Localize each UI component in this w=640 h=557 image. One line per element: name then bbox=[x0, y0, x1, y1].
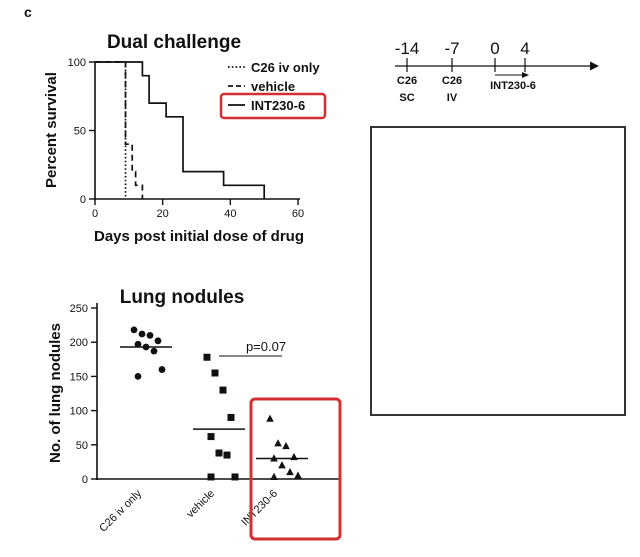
timeline-day-label: 0 bbox=[490, 39, 499, 58]
survival-series-vehicle bbox=[95, 61, 144, 199]
data-point bbox=[154, 337, 162, 345]
legend-label: C26 iv only bbox=[251, 60, 320, 75]
data-point bbox=[270, 454, 278, 462]
survival-x-tick-label: 40 bbox=[224, 208, 236, 220]
timeline-day-label: 4 bbox=[520, 39, 529, 58]
nodules-chart: Lung nodules 0 50 100 150 200 250 No. of lung n… bbox=[47, 287, 342, 541]
timeline-day-label: -7 bbox=[444, 39, 459, 58]
data-point bbox=[223, 451, 231, 459]
survival-x-tick-label: 0 bbox=[92, 208, 98, 220]
survival-y-tick-label: 0 bbox=[80, 194, 86, 206]
survival-y-tick-label: 100 bbox=[68, 57, 86, 69]
int230-highlight-box bbox=[249, 397, 342, 541]
survival-x-label: Days post initial dose of drug bbox=[94, 228, 304, 245]
nodules-y-tick-label: 0 bbox=[82, 474, 88, 486]
nodules-y-label: No. of lung nodules bbox=[47, 323, 64, 463]
timeline-event-label: C26 bbox=[397, 75, 417, 87]
nodules-category-label: C26 iv only bbox=[97, 487, 144, 534]
data-point bbox=[138, 330, 146, 338]
data-point bbox=[134, 373, 142, 380]
data-point bbox=[142, 343, 150, 351]
treatment-arrowhead bbox=[522, 72, 529, 78]
data-point bbox=[207, 473, 215, 481]
data-point bbox=[207, 433, 215, 441]
panel-letter: c bbox=[24, 4, 32, 20]
data-point bbox=[219, 386, 227, 394]
survival-y-tick-label: 50 bbox=[74, 126, 86, 138]
data-point bbox=[278, 461, 286, 469]
data-point bbox=[266, 414, 274, 422]
lung-photo-panel bbox=[370, 126, 626, 416]
timeline-day-label: -14 bbox=[395, 39, 420, 58]
data-point bbox=[282, 441, 290, 450]
nodules-category-label: INT230-6 bbox=[239, 488, 280, 529]
data-point bbox=[158, 366, 166, 373]
pvalue-label: p=0.07 bbox=[246, 339, 286, 354]
timeline-arrowhead bbox=[590, 61, 599, 71]
survival-x-tick-label: 20 bbox=[157, 208, 169, 220]
data-point bbox=[227, 413, 235, 421]
nodules-y-tick-label: 50 bbox=[76, 440, 88, 452]
nodules-category-label: vehicle bbox=[184, 488, 217, 521]
survival-series-c26-iv-only bbox=[95, 61, 127, 199]
data-point bbox=[270, 472, 278, 480]
timeline-event-label: IV bbox=[447, 92, 458, 104]
data-point bbox=[203, 353, 211, 361]
nodules-y-tick-label: 200 bbox=[70, 337, 88, 349]
data-point bbox=[274, 439, 282, 447]
data-point bbox=[286, 467, 294, 476]
data-point bbox=[215, 449, 223, 457]
survival-series-int230-6 bbox=[95, 61, 266, 199]
timeline: -14 -7 0 4 C26 SC C26 IV INT230-6 bbox=[395, 39, 599, 104]
survival-chart: Dual challenge 0 50 100 0 20 40 60 Percent survi… bbox=[43, 32, 327, 245]
data-point bbox=[134, 340, 142, 348]
legend-highlight-box bbox=[219, 92, 327, 120]
survival-y-label: Percent survival bbox=[43, 72, 60, 188]
data-point bbox=[211, 369, 219, 377]
nodules-title: Lung nodules bbox=[120, 287, 245, 308]
survival-x-tick-label: 60 bbox=[292, 208, 304, 220]
timeline-event-label: C26 bbox=[442, 75, 462, 87]
legend-label: INT230-6 bbox=[251, 98, 305, 113]
data-point bbox=[146, 331, 154, 339]
data-point bbox=[150, 347, 158, 355]
nodules-y-tick-label: 100 bbox=[70, 406, 88, 418]
data-point bbox=[231, 473, 239, 481]
timeline-treatment-label: INT230-6 bbox=[490, 80, 536, 92]
data-point bbox=[290, 452, 298, 461]
data-point bbox=[130, 326, 138, 334]
data-point bbox=[294, 471, 302, 479]
survival-title: Dual challenge bbox=[107, 32, 241, 53]
nodules-y-tick-label: 250 bbox=[70, 303, 88, 315]
nodules-y-tick-label: 150 bbox=[70, 371, 88, 383]
legend-label: vehicle bbox=[251, 79, 295, 94]
timeline-event-label: SC bbox=[399, 92, 414, 104]
